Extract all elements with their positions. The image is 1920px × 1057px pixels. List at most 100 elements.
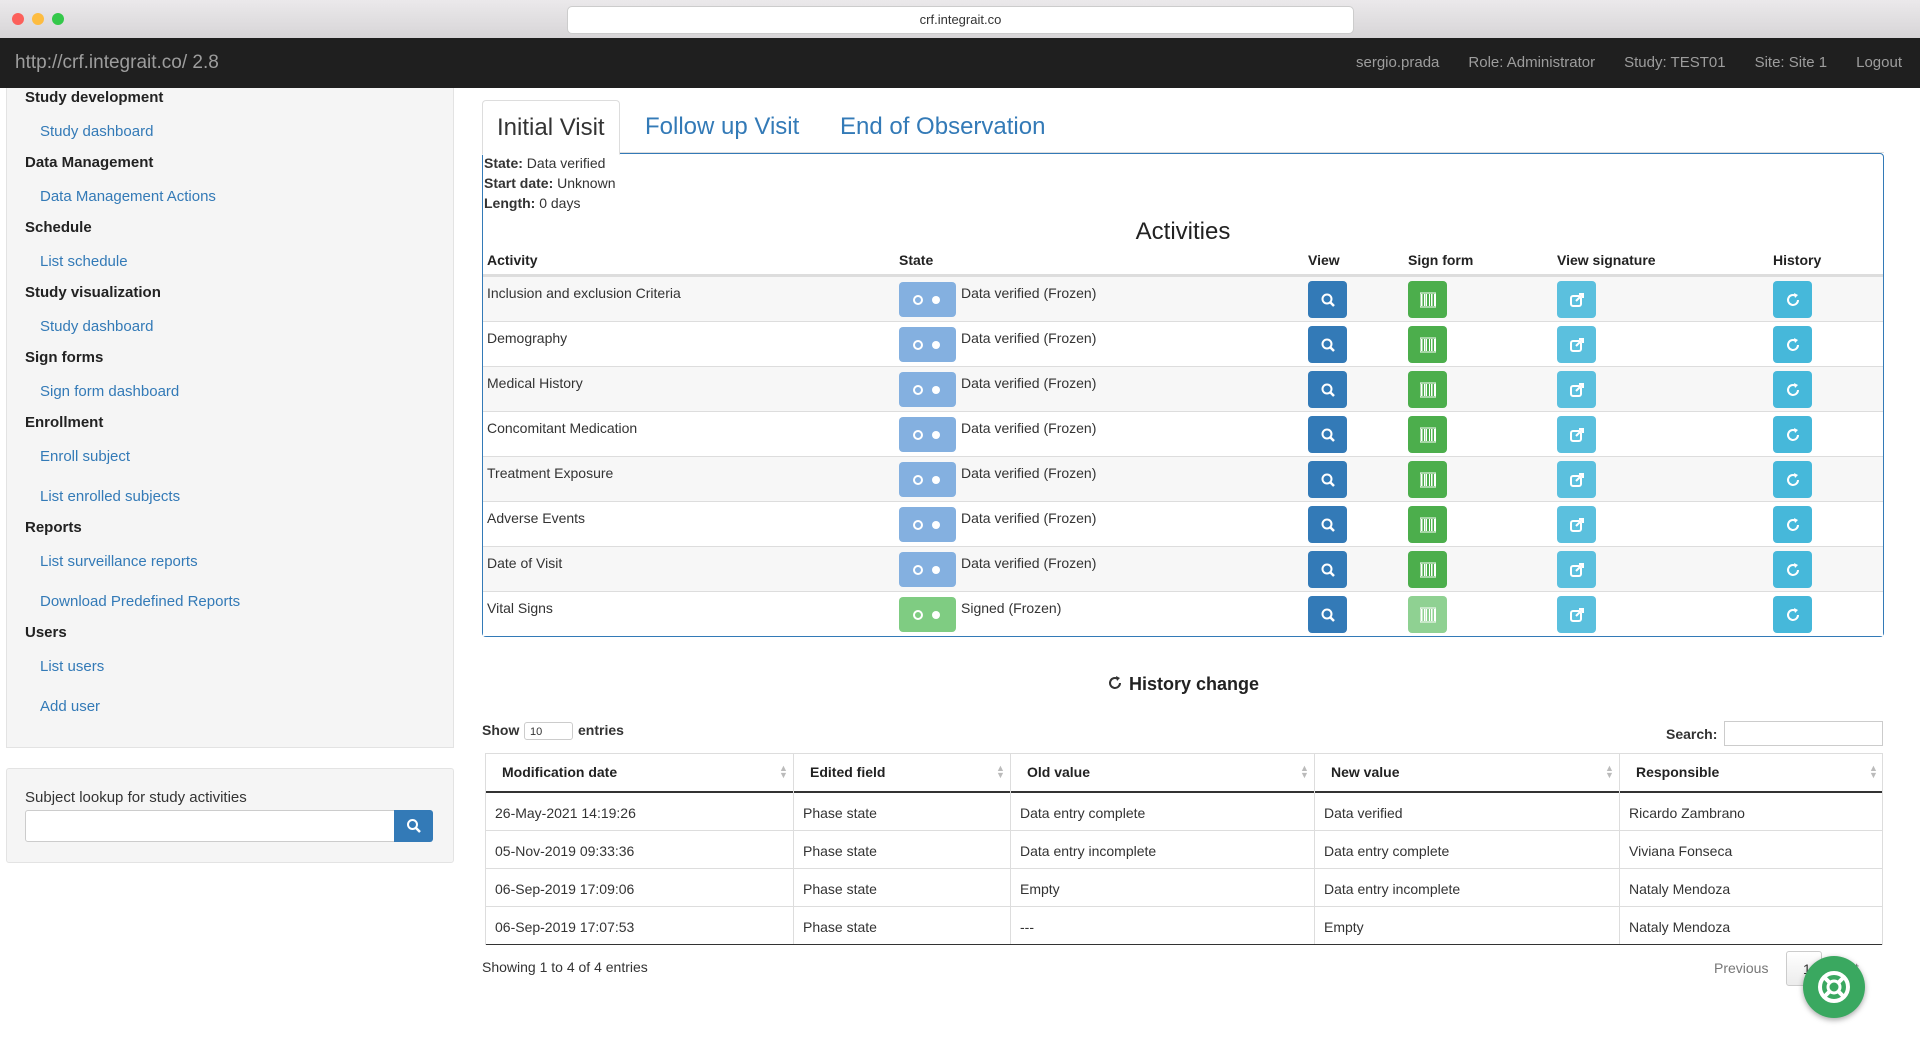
- nav-link[interactable]: Role: Administrator: [1468, 54, 1596, 71]
- hist-button[interactable]: [1773, 326, 1812, 363]
- link-button[interactable]: [1557, 326, 1596, 363]
- icon-part: [1420, 473, 1422, 486]
- search-input[interactable]: [1724, 721, 1883, 746]
- sidebar-link[interactable]: List enrolled subjects: [40, 488, 181, 505]
- sidebar-link[interactable]: Sign form dashboard: [40, 383, 180, 400]
- hist-button[interactable]: [1773, 416, 1812, 453]
- field-value: Data verified: [526, 155, 606, 171]
- sign-button[interactable]: [1408, 326, 1447, 363]
- history-cell: Data entry complete: [1324, 843, 1450, 859]
- icon-part: [1430, 518, 1432, 531]
- help-button[interactable]: [1803, 956, 1865, 1018]
- icon-part: [931, 565, 940, 574]
- activity-state: Data verified (Frozen): [961, 465, 1097, 481]
- url-bar[interactable]: crf.integrait.co: [567, 6, 1354, 34]
- history-cell: Data entry incomplete: [1324, 881, 1461, 897]
- view-button[interactable]: [1308, 416, 1347, 453]
- tab[interactable]: Initial Visit: [482, 100, 620, 155]
- hist-button[interactable]: [1773, 596, 1812, 633]
- icon: [1321, 293, 1335, 307]
- page-size-select[interactable]: 10: [524, 722, 573, 740]
- icon-part: [1428, 428, 1430, 441]
- hist-button[interactable]: [1773, 371, 1812, 408]
- link-button[interactable]: [1557, 506, 1596, 543]
- sign-button[interactable]: [1408, 506, 1447, 543]
- icon: [1786, 337, 1799, 351]
- lookup-button[interactable]: [394, 810, 433, 842]
- hist-button[interactable]: [1773, 281, 1812, 318]
- border-right: [1882, 753, 1883, 945]
- history-cell: Data entry incomplete: [1020, 843, 1157, 859]
- nav-link[interactable]: Logout: [1856, 54, 1902, 71]
- history-column-header[interactable]: Responsible: [1636, 764, 1720, 780]
- view-button[interactable]: [1308, 281, 1347, 318]
- tab[interactable]: End of Observation: [840, 113, 1046, 140]
- history-column-header[interactable]: Old value: [1027, 764, 1091, 780]
- activity-state: Data verified (Frozen): [961, 555, 1097, 571]
- sign-button[interactable]: [1408, 281, 1447, 318]
- sidebar-link[interactable]: Download Predefined Reports: [40, 593, 241, 610]
- view-button[interactable]: [1308, 461, 1347, 498]
- icon: [1419, 517, 1436, 532]
- icon-part: [1430, 338, 1432, 351]
- icon: [1786, 427, 1799, 441]
- hist-button[interactable]: [1773, 461, 1812, 498]
- sign-button[interactable]: [1408, 551, 1447, 588]
- history-cell: Nataly Mendoza: [1629, 881, 1731, 897]
- icon-part: [1425, 338, 1427, 351]
- icon-part: [1329, 301, 1335, 307]
- icon-part: [912, 339, 923, 350]
- icon: [1419, 427, 1436, 442]
- link-button[interactable]: [1557, 281, 1596, 318]
- activity-row: Date of Visit Data verified (Frozen): [483, 546, 1883, 591]
- link-button[interactable]: [1557, 461, 1596, 498]
- link-button[interactable]: [1557, 416, 1596, 453]
- minimize[interactable]: [32, 13, 44, 25]
- icon: [1569, 292, 1584, 307]
- sidebar-link[interactable]: Study dashboard: [40, 318, 154, 335]
- sign-button[interactable]: [1408, 596, 1447, 633]
- sidebar-link[interactable]: Data Management Actions: [40, 188, 216, 205]
- previous-button[interactable]: Previous: [1714, 960, 1769, 976]
- close[interactable]: [12, 13, 24, 25]
- sidebar-link[interactable]: Enroll subject: [40, 448, 131, 465]
- sidebar-section-title: Enrollment: [25, 414, 104, 431]
- view-button[interactable]: [1308, 506, 1347, 543]
- history-cell: 05-Nov-2019 09:33:36: [495, 843, 635, 859]
- link-button[interactable]: [1557, 596, 1596, 633]
- hist-button[interactable]: [1773, 551, 1812, 588]
- sidebar-link[interactable]: List surveillance reports: [40, 553, 198, 570]
- brand[interactable]: http://crf.integrait.co/ 2.8: [15, 52, 219, 73]
- history-column-header[interactable]: Modification date: [502, 764, 618, 780]
- icon-part: [931, 475, 940, 484]
- sidebar-link[interactable]: Add user: [40, 698, 101, 715]
- history-cell: Ricardo Zambrano: [1629, 805, 1745, 821]
- sidebar-link[interactable]: Study dashboard: [40, 123, 154, 140]
- history-cell: 06-Sep-2019 17:09:06: [495, 881, 635, 897]
- icon-part: [1329, 391, 1335, 397]
- sign-button[interactable]: [1408, 461, 1447, 498]
- sidebar-link[interactable]: List users: [40, 658, 105, 675]
- nav-link[interactable]: sergio.prada: [1356, 54, 1440, 71]
- link-button[interactable]: [1557, 551, 1596, 588]
- history-column-header[interactable]: New value: [1331, 764, 1400, 780]
- nav-link[interactable]: Study: TEST01: [1624, 54, 1726, 71]
- view-button[interactable]: [1308, 596, 1347, 633]
- activity-row: Concomitant Medication Data verified (Fro…: [483, 411, 1883, 456]
- zoom[interactable]: [52, 13, 64, 25]
- visit-field: Start date: Unknown: [484, 175, 616, 191]
- lookup-input[interactable]: [25, 810, 395, 842]
- view-button[interactable]: [1308, 371, 1347, 408]
- sign-button[interactable]: [1408, 416, 1447, 453]
- sign-button[interactable]: [1408, 371, 1447, 408]
- view-button[interactable]: [1308, 551, 1347, 588]
- link-button[interactable]: [1557, 371, 1596, 408]
- history-column-header[interactable]: Edited field: [810, 764, 886, 780]
- hist-button[interactable]: [1773, 506, 1812, 543]
- icon-part: [1329, 481, 1335, 487]
- icon-part: [1569, 339, 1582, 352]
- sidebar-link[interactable]: List schedule: [40, 253, 128, 270]
- nav-link[interactable]: Site: Site 1: [1754, 54, 1828, 71]
- tab[interactable]: Follow up Visit: [645, 113, 800, 140]
- view-button[interactable]: [1308, 326, 1347, 363]
